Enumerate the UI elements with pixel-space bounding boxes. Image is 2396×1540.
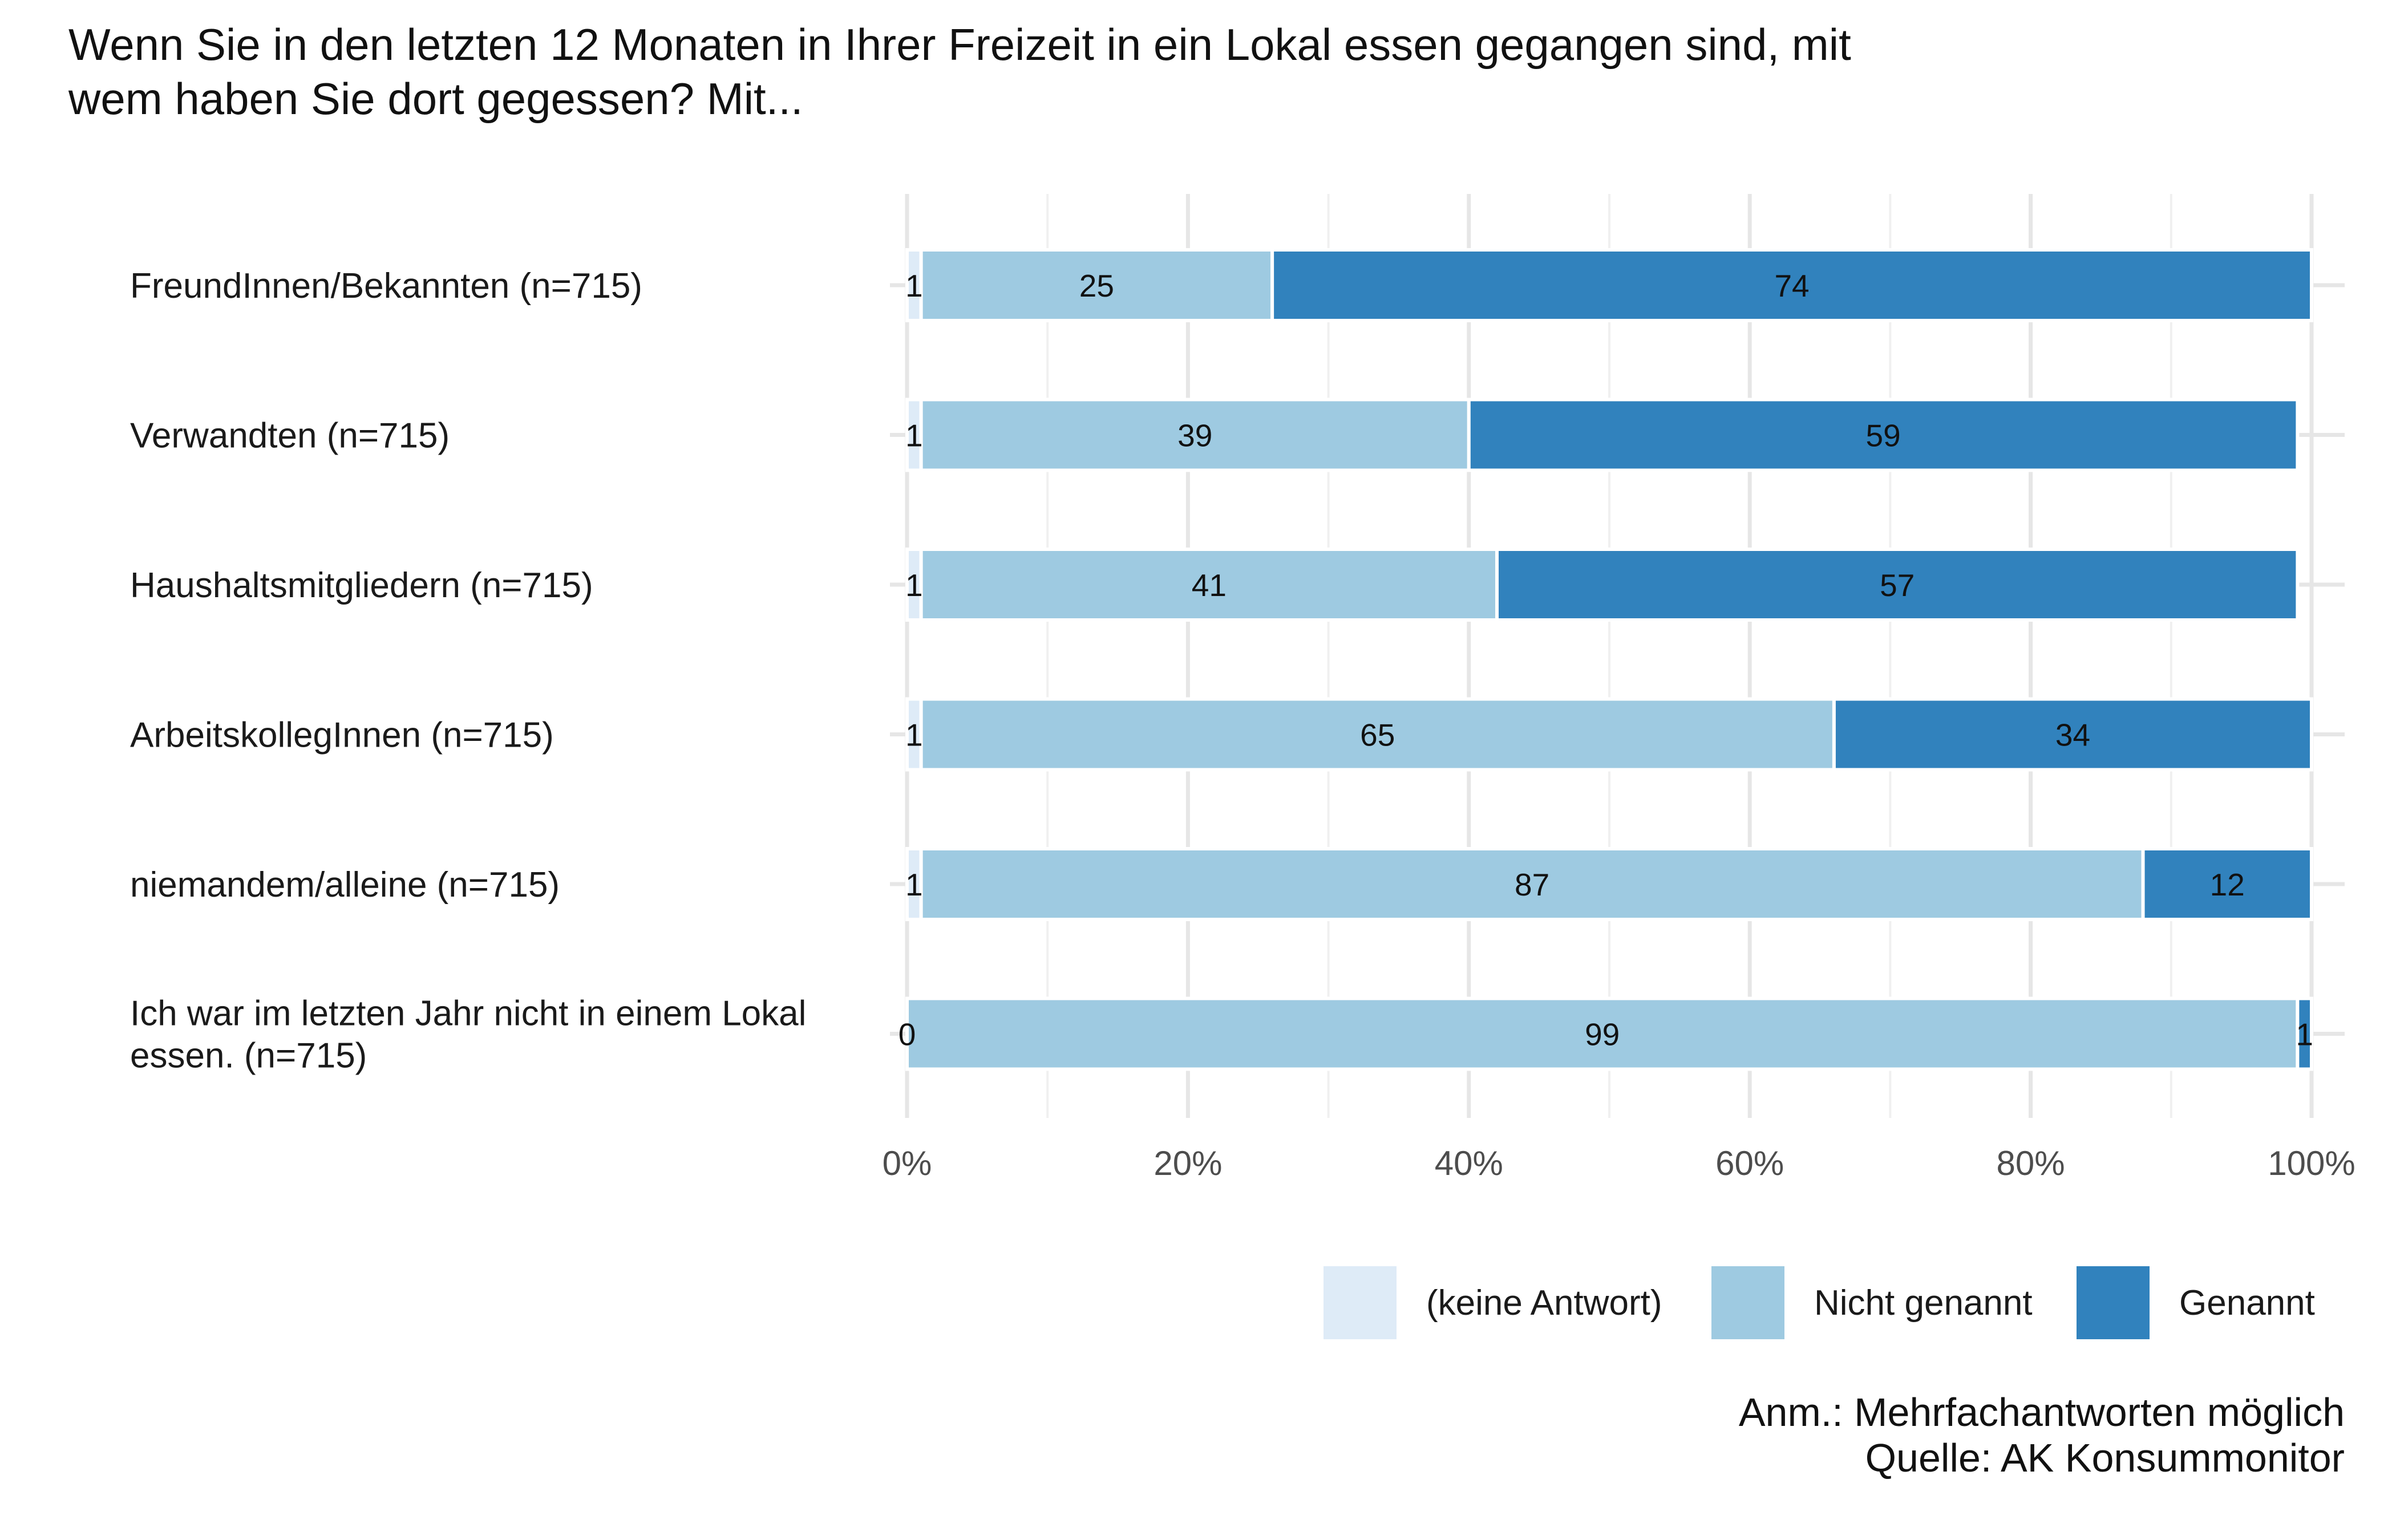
category-label: niemandem/alleine (n=715) xyxy=(130,865,560,905)
chart-title: Wenn Sie in den letzten 12 Monaten in Ih… xyxy=(68,19,1851,124)
bar-value-label: 12 xyxy=(2210,867,2245,902)
legend: (keine Antwort) Nicht genannt Genannt xyxy=(1324,1266,2315,1339)
bar-value-label: 1 xyxy=(905,418,923,453)
bar-value-label: 87 xyxy=(1515,867,1549,902)
bar-value-label: 99 xyxy=(1585,1017,1620,1052)
x-tick-label: 100% xyxy=(2268,1144,2355,1182)
bar-value-label: 39 xyxy=(1177,418,1212,453)
chart-note: Anm.: Mehrfachantworten möglich xyxy=(1739,1390,2345,1434)
x-axis-ticks: 0% 20% 40% 60% 80% 100% xyxy=(883,1144,2355,1182)
bar-segment xyxy=(919,697,1836,772)
category-label: FreundInnen/Bekannten (n=715) xyxy=(130,266,642,306)
bar-segment xyxy=(1467,398,2300,472)
legend-swatch xyxy=(1324,1266,1397,1339)
bar-segment xyxy=(1495,548,2300,622)
legend-swatch xyxy=(2077,1266,2150,1339)
legend-swatch xyxy=(1711,1266,1784,1339)
bars xyxy=(905,248,2314,1071)
x-tick-label: 0% xyxy=(883,1144,932,1182)
category-labels: FreundInnen/Bekannten (n=715) Verwandten … xyxy=(130,266,806,1076)
legend-label: Genannt xyxy=(2179,1283,2315,1323)
bar-value-label: 0 xyxy=(898,1017,916,1052)
grid xyxy=(890,194,2345,1118)
bar-value-label: 1 xyxy=(2296,1017,2313,1052)
legend-label: Nicht genannt xyxy=(1814,1283,2033,1323)
bar-value-label: 65 xyxy=(1360,718,1395,753)
category-label: Haushaltsmitgliedern (n=715) xyxy=(130,566,593,605)
category-label: essen. (n=715) xyxy=(130,1036,367,1076)
bar-segment xyxy=(2296,996,2313,1071)
bar-value-label: 1 xyxy=(905,568,923,603)
x-tick-label: 60% xyxy=(1715,1144,1784,1182)
data-labels: 1 25 74 1 39 59 1 41 57 1 65 34 1 87 12 0 99 1 xyxy=(898,268,2313,1052)
bar-segment xyxy=(2141,847,2314,921)
bar-value-label: 41 xyxy=(1192,568,1227,603)
legend-label: (keine Antwort) xyxy=(1426,1283,1662,1323)
category-label: ArbeitskollegInnen (n=715) xyxy=(130,716,554,755)
x-tick-label: 80% xyxy=(1997,1144,2065,1182)
chart-note: Quelle: AK Konsummonitor xyxy=(1865,1436,2345,1480)
bar-segment xyxy=(1270,248,2314,322)
bar-value-label: 74 xyxy=(1774,268,1809,303)
x-tick-label: 20% xyxy=(1154,1144,1222,1182)
bar-value-label: 57 xyxy=(1880,568,1915,603)
bar-value-label: 1 xyxy=(905,268,923,303)
bar-segment xyxy=(1832,697,2313,772)
bar-value-label: 34 xyxy=(2055,718,2090,753)
bar-value-label: 25 xyxy=(1079,268,1114,303)
chart-title-line: wem haben Sie dort gegessen? Mit... xyxy=(68,74,803,124)
chart-title-line: Wenn Sie in den letzten 12 Monaten in Ih… xyxy=(68,19,1851,70)
bar-value-label: 1 xyxy=(905,718,923,753)
bar-segment xyxy=(905,996,2300,1071)
bar-value-label: 1 xyxy=(905,867,923,902)
category-label: Verwandten (n=715) xyxy=(130,416,450,456)
category-label: Ich war im letzten Jahr nicht in einem L… xyxy=(130,994,806,1034)
x-tick-label: 40% xyxy=(1435,1144,1503,1182)
bar-value-label: 59 xyxy=(1865,418,1900,453)
bar-segment xyxy=(919,548,1499,622)
